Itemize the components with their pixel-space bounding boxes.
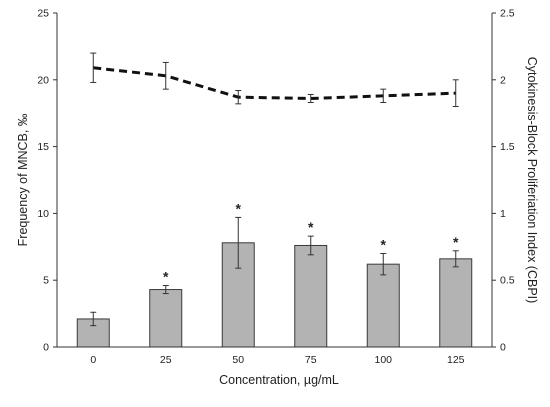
x-tick-label-50: 50	[232, 354, 244, 366]
significance-star-100: *	[381, 236, 387, 252]
y2-tick-label-1: 1	[500, 208, 506, 220]
bar-100	[366, 263, 400, 348]
x-tick-label-125: 125	[447, 354, 465, 366]
bar-25	[149, 289, 183, 348]
x-axis-title: Concentration, µg/mL	[219, 373, 339, 387]
y-tick-label-15: 15	[37, 141, 49, 153]
y2-axis-title: Cytokinesis-Block Proliferiation Index (…	[525, 57, 539, 304]
y-tick-label-0: 0	[43, 342, 49, 354]
x-tick-label-25: 25	[160, 354, 172, 366]
bar-75	[294, 244, 328, 348]
bar-125	[439, 258, 473, 348]
labels-layer: Concentration, µg/mL Frequency of MNCB, …	[16, 57, 539, 387]
significance-star-25: *	[163, 269, 169, 285]
y-tick-label-20: 20	[37, 74, 49, 86]
axes-layer: 0 5 10 15 20 25 0 0.5 1 1.5 2 2.5 0 25 50 75 100 125	[37, 8, 514, 367]
y2-tick-label-0: 0	[500, 342, 506, 354]
y2-tick-label-1.5: 1.5	[500, 141, 515, 153]
x-tick-label-75: 75	[305, 354, 317, 366]
y2-tick-label-0.5: 0.5	[500, 275, 515, 287]
y-axis-title: Frequency of MNCB, ‰	[16, 113, 30, 246]
x-tick-label-0: 0	[90, 354, 96, 366]
y-tick-label-5: 5	[43, 275, 49, 287]
y-tick-label-10: 10	[37, 208, 49, 220]
significance-star-125: *	[453, 234, 459, 250]
line-layer	[90, 52, 459, 108]
y2-tick-label-2: 2	[500, 74, 506, 86]
y-tick-label-25: 25	[37, 8, 49, 20]
bars-layer: * * * * *	[76, 200, 473, 348]
cbpi-line	[93, 66, 456, 101]
y2-tick-label-2.5: 2.5	[500, 8, 515, 20]
x-tick-label-100: 100	[374, 354, 392, 366]
significance-star-75: *	[308, 219, 314, 235]
significance-star-50: *	[236, 200, 242, 216]
